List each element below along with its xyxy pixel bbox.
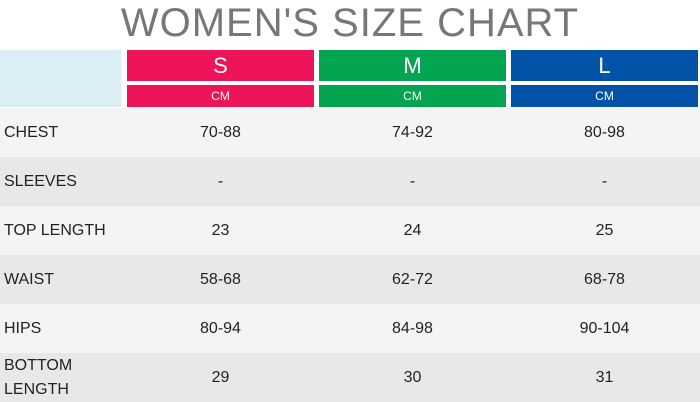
row-label: TOP LENGTH: [4, 221, 106, 239]
cell-value: 24: [403, 222, 422, 239]
cell-value: 84-98: [392, 320, 433, 337]
cell-value: 62-72: [392, 271, 433, 288]
cell-value: 80-94: [200, 320, 241, 337]
cell-value: 25: [595, 222, 614, 239]
table-row: TOP LENGTH 23 24 25: [0, 206, 700, 255]
cell-value: 58-68: [200, 271, 241, 288]
cell-value: 70-88: [200, 124, 241, 141]
cell-value: -: [601, 173, 608, 190]
cell-value: 30: [403, 369, 422, 386]
cell-value: 80-98: [584, 124, 625, 141]
cell-value: -: [409, 173, 416, 190]
unit-header: CM: [511, 85, 698, 107]
table-row: WAIST 58-68 62-72 68-78: [0, 255, 700, 304]
size-header-m: M: [319, 50, 506, 81]
unit-header: CM: [127, 85, 314, 107]
row-label: BOTTOM LENGTH: [4, 356, 73, 398]
row-label: HIPS: [4, 319, 42, 337]
cell-value: 68-78: [584, 271, 625, 288]
cell-value: 31: [595, 369, 614, 386]
table-row: CHEST 70-88 74-92 80-98: [0, 108, 700, 157]
header-blank-cell: [0, 50, 121, 107]
cell-value: 29: [211, 369, 230, 386]
table-row: SLEEVES - - -: [0, 157, 700, 206]
cell-value: 90-104: [579, 320, 630, 337]
unit-header: CM: [319, 85, 506, 107]
cell-value: 74-92: [392, 124, 433, 141]
row-label: CHEST: [4, 123, 59, 141]
cell-value: -: [217, 173, 224, 190]
table-row: BOTTOM LENGTH 29 30 31: [0, 353, 700, 402]
size-header-s: S: [127, 50, 314, 81]
page-title: WOMEN'S SIZE CHART: [120, 1, 580, 45]
row-label: WAIST: [4, 270, 55, 288]
size-header-l: L: [511, 50, 698, 81]
cell-value: 23: [211, 222, 230, 239]
row-label: SLEEVES: [4, 172, 77, 190]
table-row: HIPS 80-94 84-98 90-104: [0, 304, 700, 353]
